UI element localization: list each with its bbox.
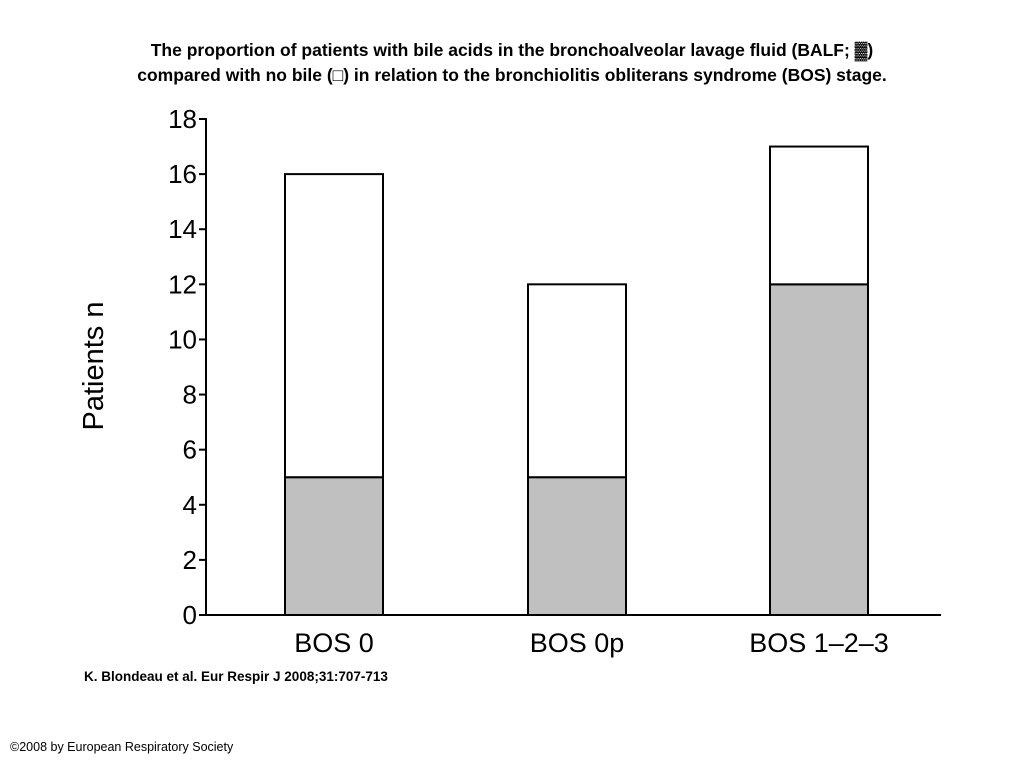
- y-tick-label-18: 18: [168, 104, 197, 134]
- y-tick-label-14: 14: [168, 214, 197, 244]
- citation: K. Blondeau et al. Eur Respir J 2008;31:…: [84, 669, 388, 684]
- y-tick-label-8: 8: [183, 380, 197, 410]
- y-axis-label: Patients n: [78, 302, 110, 431]
- y-tick-label-0: 0: [183, 600, 197, 630]
- bars-layer: [284, 145, 869, 616]
- chart-title: The proportion of patients with bile aci…: [0, 38, 1024, 88]
- y-tick-label-2: 2: [183, 545, 197, 575]
- x-tick-label-3: BOS 1–2–3: [749, 628, 889, 658]
- y-tick-label-10: 10: [168, 324, 197, 354]
- copyright-notice: ©2008 by European Respiratory Society: [10, 740, 234, 754]
- bar-no-bile-1: [284, 173, 384, 479]
- x-tick-label-1: BOS 0: [294, 628, 374, 658]
- bar-bile-2: [527, 476, 627, 616]
- y-tick-label-16: 16: [168, 159, 197, 189]
- bar-bile-3: [769, 283, 869, 616]
- y-tick-label-4: 4: [183, 490, 197, 520]
- y-tick-label-12: 12: [168, 269, 197, 299]
- chart-title-line-1: The proportion of patients with bile aci…: [150, 40, 874, 60]
- y-tick-label-6: 6: [183, 435, 197, 465]
- bar-no-bile-3: [769, 145, 869, 286]
- chart-title-line-2: compared with no bile (□) in relation to…: [137, 65, 887, 85]
- bar-no-bile-2: [527, 283, 627, 479]
- bar-bile-1: [284, 476, 384, 616]
- axes-layer: 0 2 4 6 8 10 12 14 16 18 BOS 0 BOS 0p BOS 1–2–3 Patie…: [78, 104, 941, 658]
- x-tick-label-2: BOS 0p: [530, 628, 625, 658]
